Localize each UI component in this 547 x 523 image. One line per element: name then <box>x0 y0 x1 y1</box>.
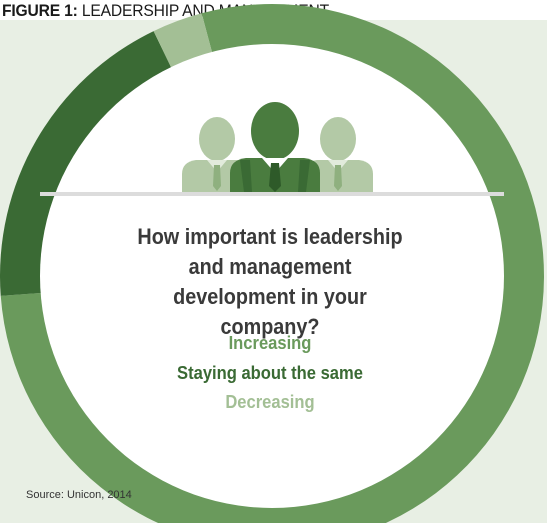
source-note: Source: Unicon, 2014 <box>26 489 132 501</box>
legend-decreasing: Decreasing <box>225 392 315 412</box>
donut-hole <box>40 44 504 508</box>
people-icon <box>182 102 373 192</box>
legend-increasing: Increasing <box>228 333 312 353</box>
legend-staying-same: Staying about the same <box>177 363 363 383</box>
label-increasing: 78% <box>288 52 353 88</box>
label-decreasing: 3% <box>235 50 279 86</box>
people-baseline <box>40 192 504 196</box>
chart-question: How important is leadership and manageme… <box>137 224 403 339</box>
figure-label: FIGURE 1: <box>2 1 78 20</box>
